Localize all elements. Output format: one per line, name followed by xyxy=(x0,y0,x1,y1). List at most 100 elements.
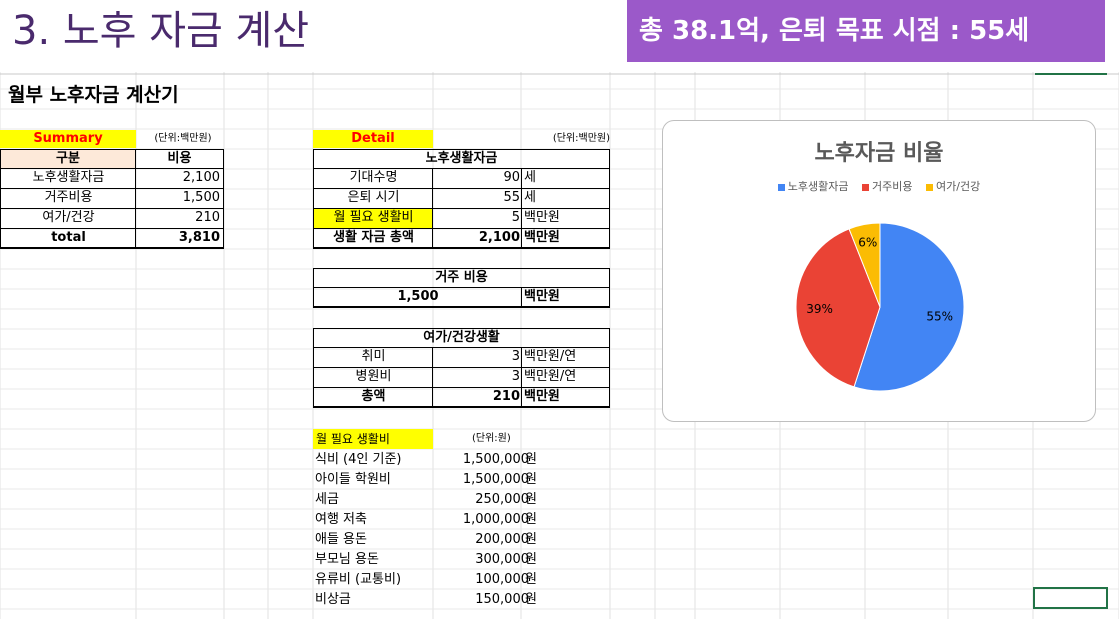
expense-unit[interactable]: 원 xyxy=(525,572,537,587)
monthly-unit[interactable]: (단위:원) xyxy=(472,433,511,444)
expense-name[interactable]: 비상금 xyxy=(315,592,351,607)
legend-swatch xyxy=(777,183,785,191)
expense-unit[interactable]: 원 xyxy=(525,552,537,567)
living-row-name[interactable]: 기대수명 xyxy=(313,169,433,189)
summary-table: 구분 비용 노후생활자금 2,100 거주비용 1,500 여가/건강 210 … xyxy=(0,149,224,249)
sheet-title: 월부 노후자금 계산기 xyxy=(8,84,179,106)
expense-name[interactable]: 세금 xyxy=(315,492,339,507)
monthly-expense-row: 여행 저축 1,000,000 원 xyxy=(313,510,553,530)
leisure-title[interactable]: 여가/건강생활 xyxy=(313,328,610,348)
living-row-unit[interactable]: 백만원 xyxy=(521,209,610,229)
summary-banner: 총 38.1억, 은퇴 목표 시점 : 55세 xyxy=(627,0,1105,62)
leisure-row-name[interactable]: 취미 xyxy=(313,348,433,368)
expense-name[interactable]: 유류비 (교통비) xyxy=(315,572,402,587)
leisure-row-value[interactable]: 3 xyxy=(432,348,522,368)
pie-data-label: 55% xyxy=(926,309,953,323)
monthly-label[interactable]: 월 필요 생활비 xyxy=(313,429,433,449)
summary-row-name[interactable]: 거주비용 xyxy=(0,189,136,209)
pie-slice[interactable] xyxy=(795,228,881,388)
leisure-row-name[interactable]: 병원비 xyxy=(313,368,433,388)
detail-unit[interactable]: (단위:백만원) xyxy=(552,133,610,144)
housing-table: 거주 비용 1,500 백만원 xyxy=(313,268,610,308)
leisure-health-table: 여가/건강생활 취미 3 백만원/연 병원비 3 백만원/연 총액 210 백만… xyxy=(313,328,610,408)
expense-unit[interactable]: 원 xyxy=(525,492,537,507)
expense-value[interactable]: 150,000 xyxy=(475,592,529,607)
living-row-unit[interactable]: 세 xyxy=(521,169,610,189)
expense-name[interactable]: 식비 (4인 기준) xyxy=(315,452,402,467)
expense-unit[interactable]: 원 xyxy=(525,512,537,527)
summary-row-value[interactable]: 1,500 xyxy=(135,189,224,209)
living-row-value[interactable]: 5 xyxy=(432,209,522,229)
monthly-expense-row: 비상금 150,000 원 xyxy=(313,590,553,610)
leisure-total-unit[interactable]: 백만원 xyxy=(521,388,610,408)
detail-label[interactable]: Detail xyxy=(313,130,433,148)
leisure-row-unit[interactable]: 백만원/연 xyxy=(521,368,610,388)
expense-value[interactable]: 200,000 xyxy=(475,532,529,547)
legend-label: 노후생활자금 xyxy=(787,180,849,193)
leisure-total-name[interactable]: 총액 xyxy=(313,388,433,408)
legend-item: 거주비용 xyxy=(862,180,913,193)
chart-title: 노후자금 비율 xyxy=(814,141,944,166)
leisure-row-value[interactable]: 3 xyxy=(432,368,522,388)
living-total-value[interactable]: 2,100 xyxy=(432,229,522,249)
pie-chart: 55% 39% 6% xyxy=(795,222,965,392)
living-row-value[interactable]: 55 xyxy=(432,189,522,209)
monthly-expense-row: 애들 용돈 200,000 원 xyxy=(313,530,553,550)
summary-row-name[interactable]: 여가/건강 xyxy=(0,209,136,229)
expense-name[interactable]: 부모님 용돈 xyxy=(315,552,379,567)
living-row-name[interactable]: 월 필요 생활비 xyxy=(313,209,433,229)
summary-header-category[interactable]: 구분 xyxy=(0,149,136,169)
legend-label: 거주비용 xyxy=(872,180,913,193)
monthly-expense-row: 유류비 (교통비) 100,000 원 xyxy=(313,570,553,590)
expense-name[interactable]: 아이들 학원비 xyxy=(315,472,391,487)
expense-unit[interactable]: 원 xyxy=(525,532,537,547)
expense-value[interactable]: 1,500,000 xyxy=(462,452,529,467)
pie-data-label: 6% xyxy=(858,236,877,250)
expense-name[interactable]: 여행 저축 xyxy=(315,512,367,527)
slide-title: 3. 노후 자금 계산 xyxy=(12,8,310,54)
housing-unit[interactable]: 백만원 xyxy=(521,288,610,308)
selected-cell[interactable] xyxy=(1033,587,1108,609)
monthly-expense-row: 식비 (4인 기준) 1,500,000 원 xyxy=(313,450,553,470)
housing-title[interactable]: 거주 비용 xyxy=(313,268,610,288)
living-row-unit[interactable]: 세 xyxy=(521,189,610,209)
living-row-value[interactable]: 90 xyxy=(432,169,522,189)
expense-value[interactable]: 100,000 xyxy=(475,572,529,587)
pie-slice[interactable] xyxy=(848,222,881,308)
leisure-total-value[interactable]: 210 xyxy=(432,388,522,408)
pie-slice[interactable] xyxy=(853,222,965,392)
leisure-row-unit[interactable]: 백만원/연 xyxy=(521,348,610,368)
summary-row-name[interactable]: 노후생활자금 xyxy=(0,169,136,189)
legend-swatch xyxy=(862,183,870,191)
living-total-name[interactable]: 생활 자금 총액 xyxy=(313,229,433,249)
summary-label[interactable]: Summary xyxy=(0,130,136,148)
summary-total-value[interactable]: 3,810 xyxy=(135,229,224,249)
expense-value[interactable]: 1,000,000 xyxy=(462,512,529,527)
summary-total-label[interactable]: total xyxy=(0,229,136,249)
summary-row-value[interactable]: 210 xyxy=(135,209,224,229)
living-fund-table: 노후생활자금 기대수명 90 세 은퇴 시기 55 세 월 필요 생활비 5 백… xyxy=(313,149,610,249)
pie-data-label: 39% xyxy=(806,302,833,316)
expense-value[interactable]: 250,000 xyxy=(475,492,529,507)
monthly-expense-row: 아이들 학원비 1,500,000 원 xyxy=(313,470,553,490)
summary-header-cost[interactable]: 비용 xyxy=(135,149,224,169)
expense-unit[interactable]: 원 xyxy=(525,592,537,607)
summary-unit[interactable]: (단위:백만원) xyxy=(154,133,212,144)
expense-value[interactable]: 300,000 xyxy=(475,552,529,567)
expense-name[interactable]: 애들 용돈 xyxy=(315,532,367,547)
monthly-expense-row: 부모님 용돈 300,000 원 xyxy=(313,550,553,570)
chart-legend: 노후생활자금 거주비용 여가/건강 xyxy=(662,178,1096,194)
expense-unit[interactable]: 원 xyxy=(525,452,537,467)
living-row-name[interactable]: 은퇴 시기 xyxy=(313,189,433,209)
summary-row-value[interactable]: 2,100 xyxy=(135,169,224,189)
legend-swatch xyxy=(926,183,934,191)
monthly-expense-list: 식비 (4인 기준) 1,500,000 원 아이들 학원비 1,500,000… xyxy=(313,450,553,610)
housing-value[interactable]: 1,500 xyxy=(313,288,522,308)
living-fund-title[interactable]: 노후생활자금 xyxy=(313,149,610,169)
living-total-unit[interactable]: 백만원 xyxy=(521,229,610,249)
legend-label: 여가/건강 xyxy=(936,180,981,193)
expense-unit[interactable]: 원 xyxy=(525,472,537,487)
monthly-expense-row: 세금 250,000 원 xyxy=(313,490,553,510)
expense-value[interactable]: 1,500,000 xyxy=(462,472,529,487)
legend-item: 노후생활자금 xyxy=(777,180,849,193)
